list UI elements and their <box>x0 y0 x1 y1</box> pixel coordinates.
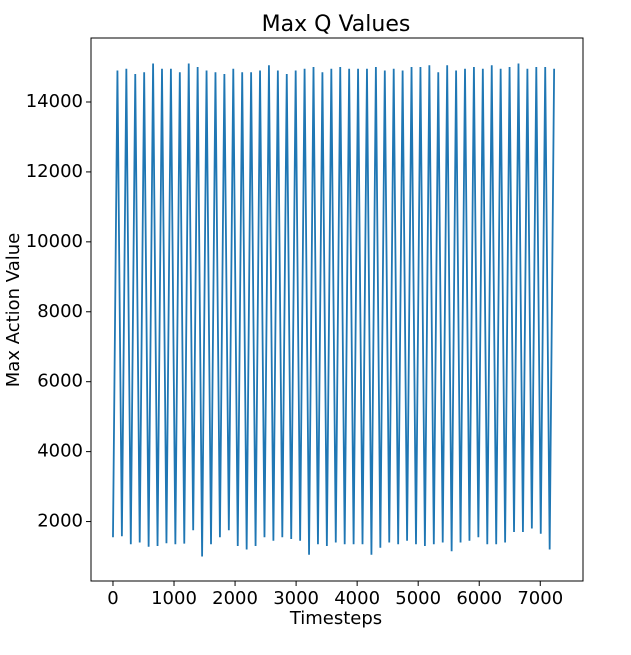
x-tick-label: 7000 <box>517 588 563 609</box>
x-tick-label: 4000 <box>334 588 380 609</box>
line-series <box>112 63 556 557</box>
y-tick-label: 8000 <box>37 301 83 322</box>
x-tick-label: 6000 <box>456 588 502 609</box>
y-tick-label: 10000 <box>26 231 83 252</box>
y-tick-label: 4000 <box>37 441 83 462</box>
x-tick-label: 1000 <box>151 588 197 609</box>
plot-frame <box>90 37 584 582</box>
y-tick-label: 14000 <box>26 91 83 112</box>
x-tick-label: 2000 <box>212 588 258 609</box>
y-tick-label: 12000 <box>26 161 83 182</box>
y-tick-label: 6000 <box>37 371 83 392</box>
chart-title: Max Q Values <box>262 12 411 37</box>
y-tick-label: 2000 <box>37 511 83 532</box>
y-axis-label: Max Action Value <box>3 233 24 387</box>
x-tick-label: 0 <box>107 588 118 609</box>
x-axis-label: Timesteps <box>289 608 382 629</box>
x-tick-label: 5000 <box>395 588 441 609</box>
x-tick-label: 3000 <box>273 588 319 609</box>
